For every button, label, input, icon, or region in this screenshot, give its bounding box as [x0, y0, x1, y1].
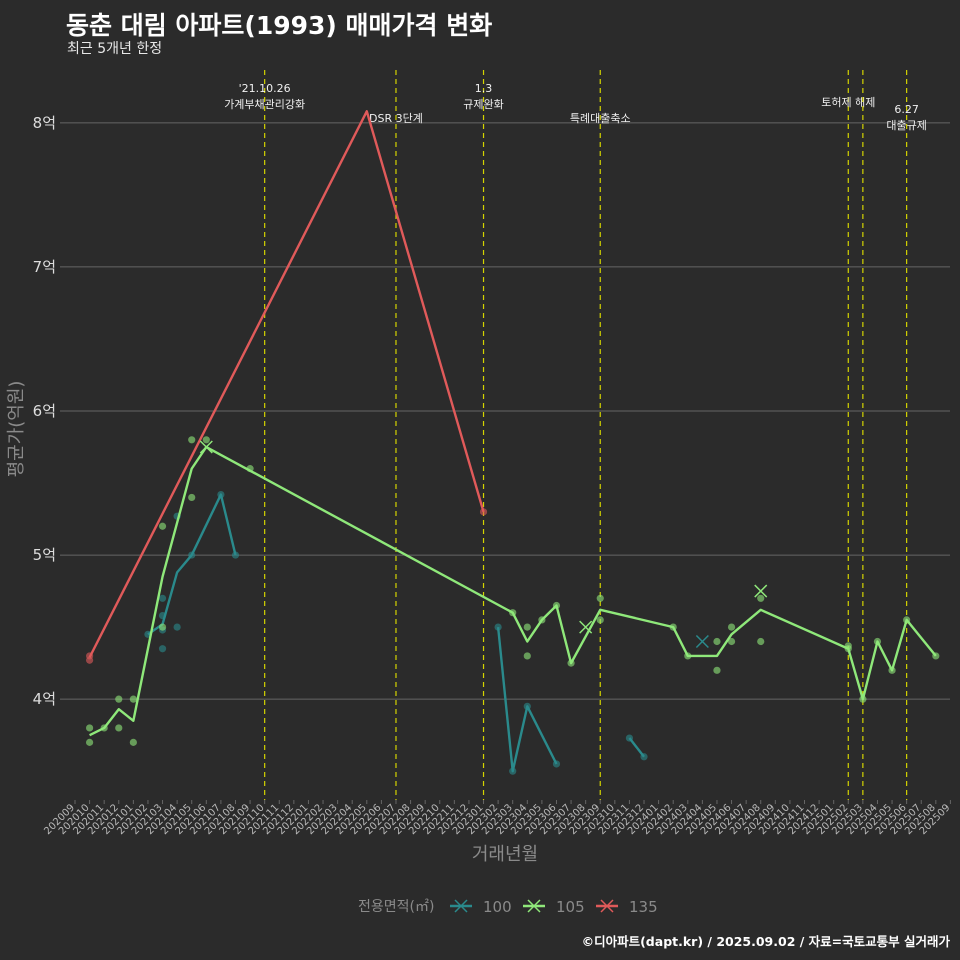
legend-key-mark: [600, 899, 614, 913]
event-label: 규제완화: [463, 98, 503, 111]
legend-label: 105: [556, 898, 585, 916]
x-mark-100: [695, 634, 709, 649]
data-point-105: [115, 724, 123, 732]
data-point-105: [713, 666, 721, 674]
data-point-105: [188, 493, 196, 502]
legend-title: 전용면적(㎡): [358, 899, 434, 915]
legend-key-mark: [454, 899, 468, 913]
data-point-100: [158, 594, 167, 602]
series-line-105: [89, 445, 937, 737]
x-mark-105: [199, 440, 213, 454]
data-point-105: [129, 695, 137, 703]
data-point-105: [158, 522, 167, 530]
series-line-100: [628, 737, 645, 758]
data-point-105: [596, 616, 604, 624]
legend-key-mark: [527, 899, 541, 913]
series-line-100: [496, 626, 558, 773]
y-tick-label: 4억: [33, 690, 56, 708]
data-point-135: [85, 656, 94, 664]
data-point-105: [115, 695, 123, 703]
source-footer: ©디아파트(dapt.kr) / 2025.09.02 / 자료=국토교통부 실…: [581, 934, 950, 949]
chart-subtitle: 최근 5개년 한정: [67, 41, 163, 57]
chart-title: 동춘 대림 아파트(1993) 매매가격 변화: [66, 11, 493, 40]
legend-label: 100: [483, 898, 512, 916]
data-point-105: [202, 436, 210, 444]
data-point-105: [158, 623, 167, 631]
data-point-100: [158, 645, 167, 653]
series-line-135: [88, 110, 485, 658]
y-tick-label: 5억: [33, 546, 56, 564]
event-label: 특례대출축소: [570, 112, 631, 125]
event-label: 가계부채관리강화: [224, 98, 305, 111]
y-tick-label: 8억: [33, 114, 56, 132]
data-point-105: [85, 738, 94, 746]
data-point-100: [173, 623, 181, 631]
event-label: 토허제 해제: [821, 95, 875, 109]
x-mark-105: [754, 584, 768, 598]
data-point-105: [523, 652, 531, 660]
data-point-105: [85, 724, 94, 732]
y-tick-label: 6억: [33, 402, 56, 420]
data-point-100: [231, 551, 240, 559]
data-point-105: [713, 637, 721, 646]
data-point-105: [596, 594, 604, 602]
data-point-105: [523, 623, 531, 631]
y-tick-label: 7억: [33, 258, 56, 276]
data-point-105: [727, 637, 736, 646]
data-point-105: [188, 436, 196, 444]
data-point-105: [757, 594, 765, 602]
legend-label: 135: [629, 898, 658, 916]
event-label: DSR 3단계: [369, 112, 423, 125]
x-mark-105: [579, 620, 593, 634]
event-label: 6.27: [894, 103, 919, 116]
event-label: 1.3: [475, 82, 493, 95]
data-point-105: [727, 623, 736, 631]
y-axis-title: 평균가(억원): [6, 381, 27, 478]
data-point-105: [129, 738, 137, 746]
data-point-105: [757, 637, 765, 646]
event-label: '21.10.26: [239, 82, 291, 95]
x-axis-title: 거래년월: [472, 844, 538, 865]
event-label: 대출규제: [886, 119, 926, 132]
